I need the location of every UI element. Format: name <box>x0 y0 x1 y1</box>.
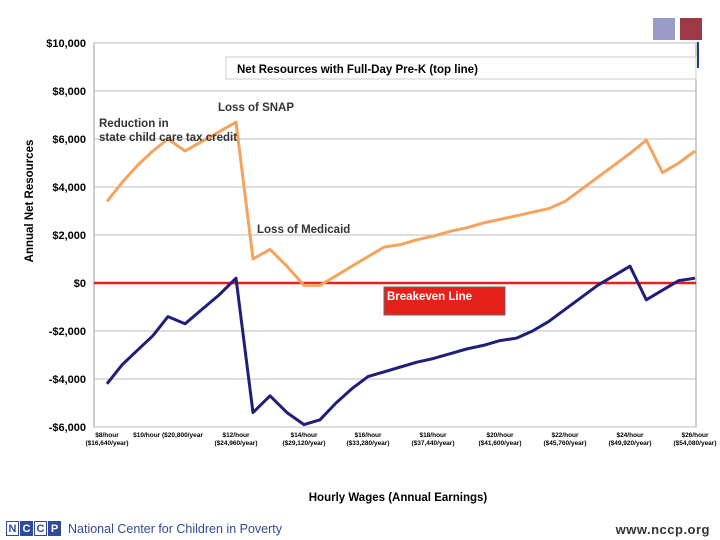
decorative-vertical-rule <box>697 42 699 68</box>
x-tick-sublabel: ($33,280/year) <box>346 440 389 447</box>
series-line-full-day-prek <box>105 120 696 287</box>
annotation-child-care-line1: Reduction in <box>99 118 169 130</box>
y-tick-label: $10,000 <box>46 38 86 50</box>
line-chart: $10,000 $8,000 $6,000 $4,000 $2,000 $0 -$2,000… <box>24 38 717 504</box>
annotation-child-care-line2: state child care tax credit <box>99 132 237 144</box>
annotation-loss-of-medicaid: Loss of Medicaid <box>257 224 350 236</box>
x-axis-title: Hourly Wages (Annual Earnings) <box>309 492 488 504</box>
series-line-bottom <box>105 264 696 427</box>
x-tick-sublabel: ($37,440/year) <box>411 440 454 447</box>
logo-letter: C <box>20 521 33 536</box>
x-tick-sublabel: ($24,960/year) <box>214 440 257 447</box>
breakeven-label: Breakeven Line <box>387 291 472 303</box>
website-url: www.nccp.org <box>615 522 710 537</box>
logo-letter: C <box>34 521 47 536</box>
x-tick-label: $16/hour <box>354 432 382 439</box>
annotation-loss-of-snap: Loss of SNAP <box>218 102 294 114</box>
organization-name: National Center for Children in Poverty <box>68 521 282 536</box>
x-tick-label: $22/hour <box>551 432 579 439</box>
y-tick-label: $2,000 <box>52 230 86 242</box>
x-tick-label: $14/hour <box>290 432 318 439</box>
y-tick-labels: $10,000 $8,000 $6,000 $4,000 $2,000 $0 -$2,000… <box>46 38 86 434</box>
y-tick-label: $4,000 <box>52 182 86 194</box>
chart-title: Net Resources with Full-Day Pre-K (top l… <box>237 64 478 76</box>
x-tick-label: $24/hour <box>616 432 644 439</box>
x-tick-sublabel: ($29,120/year) <box>282 440 325 447</box>
x-tick-sublabel: ($49,920/year) <box>608 440 651 447</box>
y-tick-label: -$2,000 <box>49 326 86 338</box>
decorative-square-maroon <box>680 18 702 40</box>
logo-letter: N <box>6 521 19 536</box>
nccp-logo: N C C P National Center for Children in … <box>6 521 282 536</box>
decorative-square-lavender <box>653 18 675 40</box>
x-tick-sublabel: ($41,600/year) <box>478 440 521 447</box>
series-lines <box>94 120 696 427</box>
x-tick-sublabel: ($45,760/year) <box>543 440 586 447</box>
logo-letter: P <box>48 521 61 536</box>
y-tick-label: $8,000 <box>52 86 86 98</box>
chart-title-box <box>225 56 697 80</box>
x-tick-label: $20/hour <box>486 432 514 439</box>
x-tick-label: $8/hour <box>95 432 119 439</box>
x-tick-sublabel: ($16,640/year) <box>85 440 128 447</box>
breakeven-label-box <box>383 286 506 316</box>
x-tick-sublabel: ($54,080/year) <box>673 440 716 447</box>
x-tick-label: $26/hour <box>681 432 709 439</box>
y-tick-label: -$6,000 <box>49 422 86 434</box>
y-axis-title: Annual Net Resources <box>24 140 36 263</box>
x-tick-label: $18/hour <box>419 432 447 439</box>
x-tick-label: $10/hour ($20,800/year <box>133 432 203 439</box>
y-tick-label: -$4,000 <box>49 374 86 386</box>
y-tick-label: $6,000 <box>52 134 86 146</box>
y-tick-label: $0 <box>74 278 86 290</box>
x-tick-labels: $8/hour($16,640/year) $10/hour ($20,800/y… <box>85 432 716 447</box>
x-tick-label: $12/hour <box>222 432 250 439</box>
